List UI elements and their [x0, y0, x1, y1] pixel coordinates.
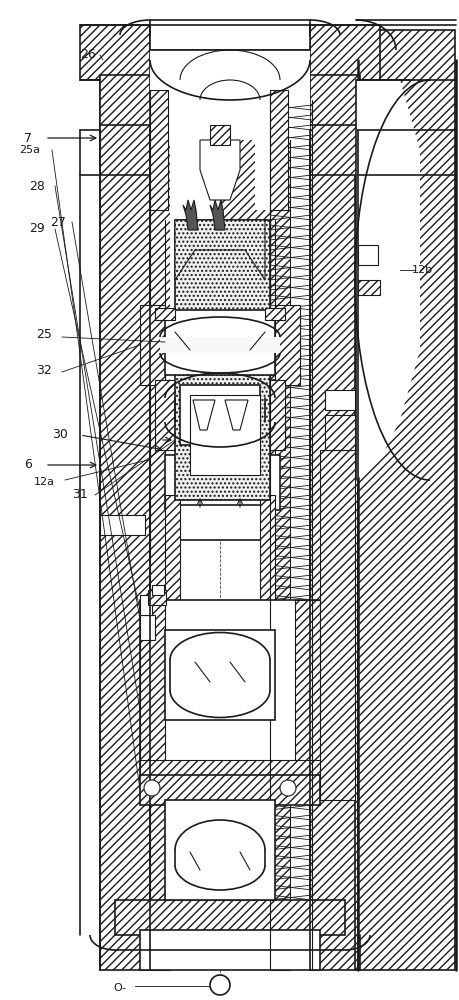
Bar [310, 75, 360, 130]
Bar [100, 125, 150, 175]
Bar [220, 70, 270, 420]
Polygon shape [210, 200, 225, 230]
Bar [150, 90, 168, 210]
Bar [165, 310, 275, 375]
Bar [175, 220, 270, 500]
Polygon shape [225, 400, 248, 430]
Bar [165, 455, 280, 510]
Polygon shape [193, 400, 215, 430]
Bar [140, 760, 320, 780]
Bar [260, 380, 285, 450]
Text: 31: 31 [72, 488, 88, 502]
Bar [275, 305, 300, 385]
Text: 7: 7 [24, 131, 32, 144]
Bar [140, 595, 152, 615]
Bar [175, 505, 270, 540]
Polygon shape [183, 200, 198, 230]
Bar [100, 515, 145, 535]
Bar [150, 60, 310, 140]
Circle shape [210, 975, 230, 995]
Circle shape [280, 780, 296, 796]
Bar [325, 415, 355, 450]
Text: 25a: 25a [19, 145, 40, 155]
Bar [310, 30, 360, 970]
Text: 30: 30 [52, 428, 68, 442]
Polygon shape [175, 220, 265, 280]
Bar [170, 100, 185, 970]
Bar [310, 125, 360, 175]
Bar [80, 25, 150, 80]
Bar [358, 245, 378, 265]
Bar [140, 305, 165, 385]
Text: 28: 28 [29, 180, 45, 192]
Bar [265, 308, 285, 320]
Bar [115, 900, 345, 935]
Bar [358, 280, 380, 295]
Bar [150, 100, 170, 970]
Bar [270, 100, 290, 970]
Bar [255, 90, 270, 210]
Text: O-: O- [113, 983, 127, 993]
Bar [140, 775, 320, 805]
Bar [170, 90, 185, 210]
Bar [148, 590, 166, 605]
Bar [260, 495, 275, 610]
Bar [140, 615, 155, 640]
Bar [320, 450, 355, 800]
Bar [100, 75, 150, 130]
Text: 12a: 12a [34, 477, 55, 487]
Bar [190, 395, 260, 475]
Bar [295, 600, 320, 780]
Polygon shape [356, 80, 420, 480]
Bar [140, 930, 320, 970]
Polygon shape [160, 337, 280, 353]
Bar [150, 20, 310, 50]
Circle shape [144, 780, 160, 796]
Text: 32: 32 [36, 363, 52, 376]
Bar [100, 30, 150, 970]
Bar [150, 50, 310, 130]
Bar [355, 30, 455, 970]
Text: 29: 29 [29, 223, 45, 235]
Bar [152, 585, 164, 595]
Bar [325, 390, 355, 410]
Text: 27: 27 [50, 216, 66, 229]
Bar [210, 125, 230, 145]
Bar [255, 100, 270, 970]
Bar [155, 380, 180, 450]
Bar [270, 90, 288, 210]
Polygon shape [200, 140, 240, 200]
Bar [140, 600, 165, 780]
Bar [165, 800, 275, 900]
Text: 12b: 12b [411, 265, 432, 275]
Text: 26: 26 [80, 48, 96, 62]
Bar [165, 630, 275, 720]
Bar [140, 600, 320, 780]
Text: 25: 25 [36, 328, 52, 342]
Bar [180, 385, 260, 445]
Bar [310, 25, 380, 80]
Bar [155, 308, 175, 320]
Bar [165, 495, 180, 610]
Text: 6: 6 [24, 458, 32, 472]
